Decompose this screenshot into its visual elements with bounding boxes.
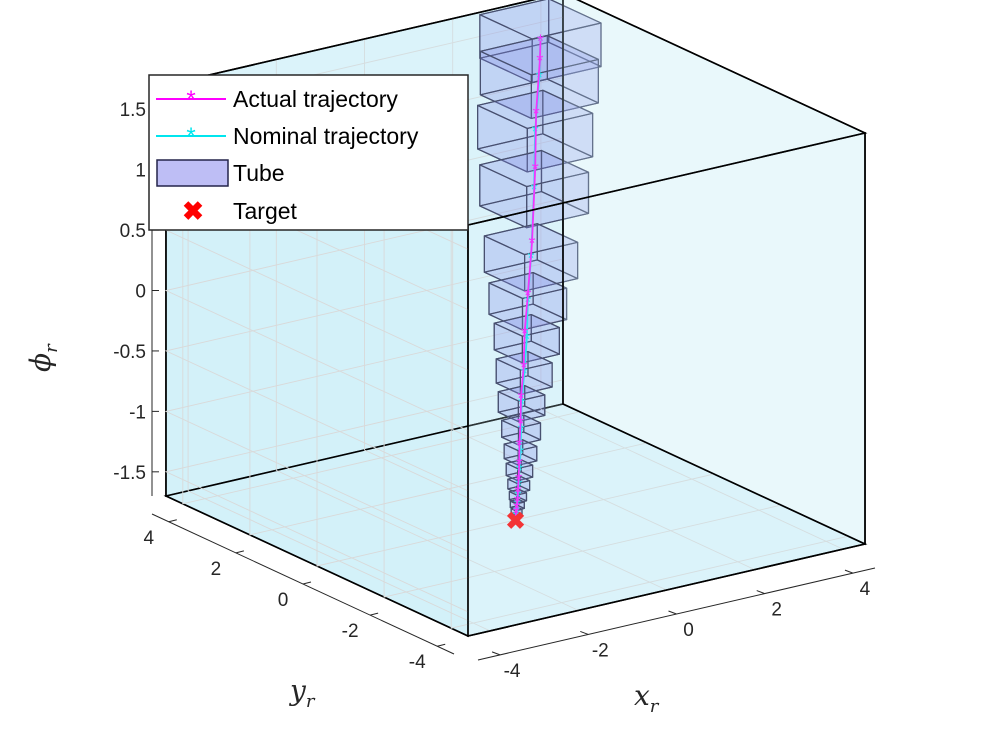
actual-trajectory-marker: * [517,414,524,434]
trajectories: ************************************✖ [505,32,544,535]
actual-trajectory-line [514,40,542,521]
legend-label-nominal: Nominal trajectory [233,123,419,149]
y-tick-mark [369,612,379,616]
tube-box [497,385,546,423]
x-tick-mark [844,569,854,574]
target-marker: ✖ [505,508,525,535]
legend-marker-nominal: * [186,123,195,150]
tube-face [477,89,594,129]
z-tick-label: 0 [135,282,146,303]
x-tick-label: -2 [592,640,609,661]
grid-line-z [164,258,564,492]
actual-trajectory-marker: * [536,51,543,71]
z-axis-label: ϕr [24,343,62,372]
y-tick-label: 4 [143,528,154,549]
y-tick-mark [302,581,312,585]
grid-line-z [164,318,564,552]
grid-line-y [316,155,715,567]
nominal-trajectory-marker: * [512,511,519,531]
tube-box [495,351,553,395]
actual-trajectory-marker: * [520,358,527,378]
legend-label-target: Target [233,198,298,224]
z-tick-label: -1 [129,402,146,423]
y-tick-mark [235,550,245,554]
x-tick-mark [491,651,501,656]
actual-trajectory-marker: * [516,436,523,456]
actual-trajectory-marker: * [532,159,539,179]
actual-trajectory-marker: * [513,503,520,523]
legend: * Actual trajectory * Nominal trajectory… [148,74,469,231]
grid-line-x [540,0,844,550]
y-tick-mark [168,519,177,523]
legend-box [148,74,469,231]
axis-ticks: -1.5 -1 -0.5 0 0.5 1 1.5 -4 -2 0 2 4 -4 -2 0 2 4 [113,85,876,682]
constraint-face-right [562,0,866,546]
nominal-trajectory-marker: * [517,444,524,464]
y-tick-label: 2 [211,559,222,580]
legend-entry-tube: Tube [156,159,285,187]
actual-trajectory-marker: * [516,455,523,475]
z-tick-label: 1.5 [120,100,146,121]
x-tick-mark [580,630,589,635]
y-axis-label: yr [288,674,316,712]
legend-patch-tube [156,159,229,187]
actual-trajectory-marker: * [515,470,522,490]
grid-line-y [383,186,782,598]
tube-boxes [477,0,602,521]
grid-line-y [450,217,849,629]
legend-entry-target: ✖ Target [182,196,297,226]
actual-trajectory-marker: * [514,492,521,512]
tube-face [479,0,602,40]
actual-trajectory-marker: * [513,499,520,519]
legend-label-tube: Tube [233,160,285,186]
actual-trajectory-marker: * [533,104,540,124]
x-tick-label: -4 [504,661,521,682]
x-axis-label: xr [634,679,660,717]
z-tick-label: -0.5 [113,342,146,363]
x-tick-label: 0 [683,620,694,641]
actual-trajectory-marker: * [514,482,521,502]
tube-box [477,89,594,173]
actual-trajectory-marker: * [524,286,531,306]
legend-label-actual: Actual trajectory [233,86,398,112]
legend-entry-actual: * Actual trajectory [156,86,398,113]
grid-line-z [164,379,564,613]
tube-box [493,314,561,364]
x-tick-label: 2 [771,600,782,621]
actual-trajectory-marker: * [512,511,519,531]
actual-trajectory-marker: * [517,389,524,409]
legend-marker-target: ✖ [182,196,204,226]
z-tick-label: -1.5 [113,463,146,484]
actual-trajectory-marker: * [521,324,528,344]
legend-entry-nominal: * Nominal trajectory [156,123,419,150]
legend-marker-actual: * [186,86,195,113]
y-tick-label: 0 [278,590,289,611]
z-tick-label: 1 [135,161,146,182]
y-tick-label: -2 [342,621,359,642]
y-tick-mark [437,643,446,647]
x-tick-label: 4 [860,579,871,600]
nominal-trajectory-marker: * [518,421,525,441]
actual-trajectory-marker: * [537,32,544,52]
z-tick-label: 0.5 [120,221,146,242]
x-tick-mark [756,590,765,595]
y-tick-label: -4 [409,652,426,673]
x-tick-mark [668,610,677,615]
nominal-trajectory-marker: * [523,330,530,350]
constraint-box-front-faces [163,0,868,638]
actual-trajectory-marker: * [528,234,535,254]
nominal-trajectory-marker: * [521,364,528,384]
tube-face [548,0,602,68]
